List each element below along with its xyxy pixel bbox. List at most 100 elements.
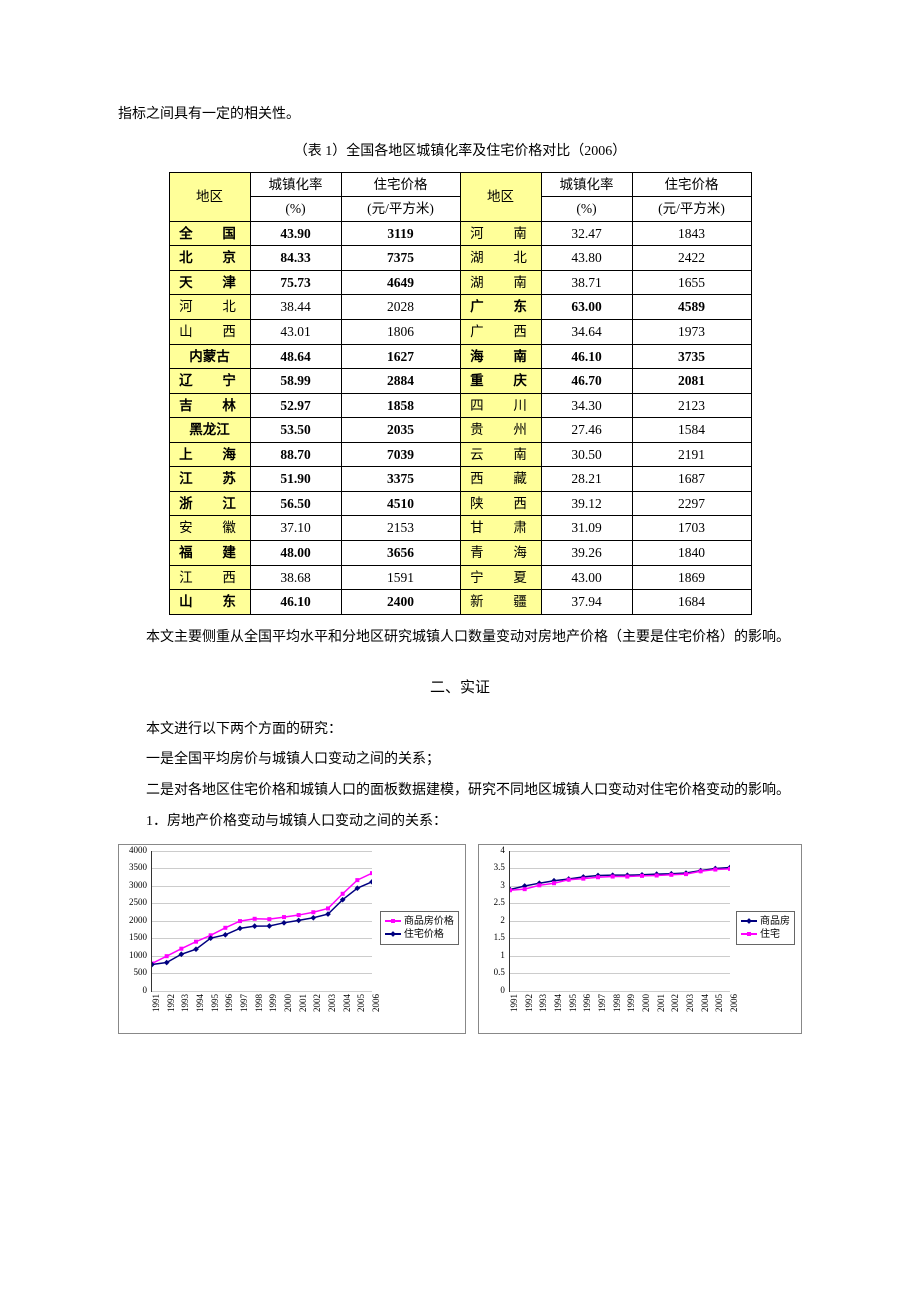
region-cell: 重 庆 — [460, 369, 541, 394]
series-marker — [281, 920, 287, 926]
value-cell: 88.70 — [250, 442, 341, 467]
table-body: 全 国43.903119河 南32.471843北 京84.337375湖 北4… — [169, 221, 751, 614]
series-marker — [581, 876, 585, 880]
series-line — [510, 867, 730, 889]
series-marker — [311, 915, 317, 921]
table-row: 河 北38.442028广 东63.004589 — [169, 295, 751, 320]
series-marker — [699, 869, 703, 873]
region-cell: 青 海 — [460, 541, 541, 566]
value-cell: 28.21 — [541, 467, 632, 492]
y-axis-label: 4 — [481, 841, 505, 861]
value-cell: 38.44 — [250, 295, 341, 320]
value-cell: 2422 — [632, 246, 751, 271]
series-line — [152, 873, 372, 963]
y-axis-label: 1 — [481, 946, 505, 966]
value-cell: 2884 — [341, 369, 460, 394]
value-cell: 1627 — [341, 344, 460, 369]
value-cell: 43.90 — [250, 221, 341, 246]
region-cell: 浙 江 — [169, 491, 250, 516]
value-cell: 7039 — [341, 442, 460, 467]
series-marker — [596, 875, 600, 879]
y-axis-label: 500 — [123, 963, 147, 983]
hdr-urban-left-top: 城镇化率 — [250, 172, 341, 197]
series-marker — [611, 874, 615, 878]
region-cell: 新 疆 — [460, 590, 541, 615]
series-marker — [640, 874, 644, 878]
region-cell: 云 南 — [460, 442, 541, 467]
region-cell: 广 西 — [460, 319, 541, 344]
region-cell: 福 建 — [169, 541, 250, 566]
chart-legend: 商品房住宅 — [736, 911, 795, 945]
value-cell: 75.73 — [250, 270, 341, 295]
series-marker — [267, 923, 273, 929]
region-cell: 四 川 — [460, 393, 541, 418]
hdr-region-right: 地区 — [460, 172, 541, 221]
value-cell: 58.99 — [250, 369, 341, 394]
region-cell: 江 西 — [169, 565, 250, 590]
value-cell: 3735 — [632, 344, 751, 369]
plot-area — [151, 851, 372, 992]
region-cell: 河 北 — [169, 295, 250, 320]
value-cell: 31.09 — [541, 516, 632, 541]
legend-label: 住宅 — [760, 928, 780, 941]
value-cell: 56.50 — [250, 491, 341, 516]
y-axis-label: 3 — [481, 876, 505, 896]
value-cell: 52.97 — [250, 393, 341, 418]
legend-label: 住宅价格 — [404, 928, 444, 941]
region-cell: 贵 州 — [460, 418, 541, 443]
hdr-urban-right-top: 城镇化率 — [541, 172, 632, 197]
hdr-price-left-bot: (元/平方米) — [341, 197, 460, 222]
table-row: 江 西38.681591宁 夏43.001869 — [169, 565, 751, 590]
chart-right: 00.511.522.533.5419911992199319941995199… — [478, 844, 802, 1034]
region-cell: 湖 南 — [460, 270, 541, 295]
series-marker — [369, 879, 372, 885]
gridline — [152, 991, 372, 992]
region-cell: 江 苏 — [169, 467, 250, 492]
value-cell: 2123 — [632, 393, 751, 418]
value-cell: 48.00 — [250, 541, 341, 566]
region-table: 地区 城镇化率 住宅价格 地区 城镇化率 住宅价格 (%) (元/平方米) (%… — [169, 172, 752, 615]
value-cell: 2153 — [341, 516, 460, 541]
y-axis-label: 2.5 — [481, 893, 505, 913]
series-marker — [537, 883, 541, 887]
value-cell: 2297 — [632, 491, 751, 516]
hdr-region-left: 地区 — [169, 172, 250, 221]
legend-swatch — [741, 920, 757, 922]
value-cell: 2028 — [341, 295, 460, 320]
legend-label: 商品房价格 — [404, 915, 454, 928]
legend-item: 住宅 — [741, 928, 790, 941]
value-cell: 4589 — [632, 295, 751, 320]
series-marker — [567, 877, 571, 881]
series-marker — [669, 873, 673, 877]
value-cell: 1858 — [341, 393, 460, 418]
series-marker — [523, 887, 527, 891]
table-row: 内蒙古48.641627海 南46.103735 — [169, 344, 751, 369]
section-2-title: 二、实证 — [118, 672, 802, 705]
charts-row: 0500100015002000250030003500400019911992… — [118, 844, 802, 1034]
table-row: 江 苏51.903375西 藏28.211687 — [169, 467, 751, 492]
series-marker — [238, 919, 242, 923]
y-axis-label: 0 — [123, 981, 147, 1001]
value-cell: 2081 — [632, 369, 751, 394]
series-marker — [253, 916, 257, 920]
hdr-price-left-top: 住宅价格 — [341, 172, 460, 197]
value-cell: 1806 — [341, 319, 460, 344]
value-cell: 4510 — [341, 491, 460, 516]
para-2-4: 1．房地产价格变动与城镇人口变动之间的关系： — [118, 807, 802, 838]
table-row: 浙 江56.504510陕 西39.122297 — [169, 491, 751, 516]
series-marker — [355, 878, 359, 882]
table-row: 吉 林52.971858四 川34.302123 — [169, 393, 751, 418]
value-cell: 1684 — [632, 590, 751, 615]
y-axis-label: 0 — [481, 981, 505, 1001]
x-axis-label: 2006 — [367, 994, 387, 1012]
series-marker — [370, 871, 372, 875]
para-2-2: 一是全国平均房价与城镇人口变动之间的关系； — [118, 745, 802, 776]
series-marker — [311, 910, 315, 914]
region-cell: 海 南 — [460, 344, 541, 369]
series-marker — [237, 925, 243, 931]
region-cell: 山 东 — [169, 590, 250, 615]
value-cell: 4649 — [341, 270, 460, 295]
region-cell: 北 京 — [169, 246, 250, 271]
region-cell: 黑龙江 — [169, 418, 250, 443]
value-cell: 39.26 — [541, 541, 632, 566]
